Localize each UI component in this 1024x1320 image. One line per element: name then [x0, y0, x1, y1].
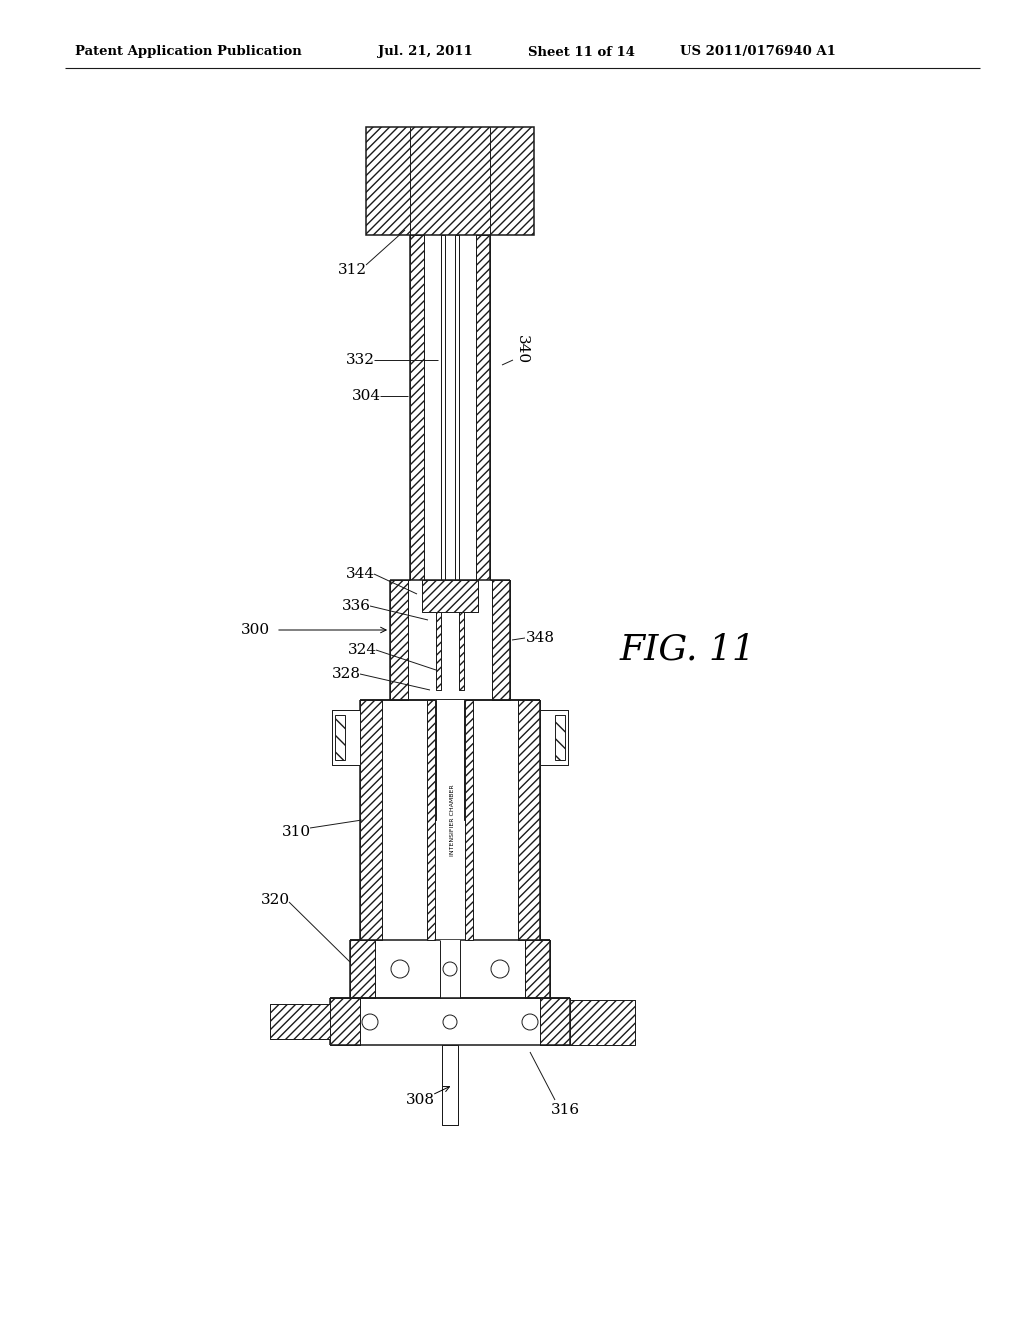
Bar	[390, 579, 408, 700]
Bar	[332, 710, 360, 766]
Text: US 2011/0176940 A1: US 2011/0176940 A1	[680, 45, 836, 58]
Text: Patent Application Publication: Patent Application Publication	[75, 45, 302, 58]
Bar	[570, 1001, 635, 1045]
Bar	[375, 940, 525, 998]
Text: 336: 336	[341, 599, 371, 612]
Text: INTENSIFIER CHAMBER: INTENSIFIER CHAMBER	[450, 784, 455, 855]
Bar	[540, 710, 568, 766]
Bar	[408, 579, 492, 700]
Bar	[436, 612, 441, 690]
Bar	[518, 700, 540, 940]
Bar	[455, 235, 459, 590]
Bar	[435, 700, 465, 940]
Bar	[330, 998, 360, 1045]
Bar	[422, 579, 478, 612]
Bar	[424, 235, 476, 579]
Bar	[366, 127, 534, 235]
Text: 312: 312	[338, 263, 367, 277]
Bar	[382, 700, 518, 940]
Bar	[492, 579, 510, 700]
Text: 308: 308	[406, 1093, 434, 1107]
Bar	[440, 940, 460, 998]
Bar	[360, 700, 382, 940]
Bar	[335, 715, 345, 760]
Bar	[540, 998, 570, 1045]
Text: Jul. 21, 2011: Jul. 21, 2011	[378, 45, 473, 58]
Text: 316: 316	[551, 1104, 580, 1117]
Text: FIG. 11: FIG. 11	[620, 634, 756, 667]
Text: 310: 310	[282, 825, 310, 840]
Bar	[441, 612, 459, 690]
Text: 344: 344	[345, 568, 375, 581]
Bar	[442, 1045, 458, 1125]
Text: 304: 304	[351, 389, 381, 403]
Bar	[436, 700, 464, 820]
Bar	[430, 700, 436, 820]
Bar	[410, 235, 424, 579]
Text: 328: 328	[332, 667, 360, 681]
Bar	[465, 700, 473, 940]
Text: 320: 320	[260, 894, 290, 907]
Bar	[360, 998, 540, 1045]
Bar	[441, 235, 445, 590]
Bar	[427, 700, 435, 940]
Bar	[459, 612, 464, 690]
Bar	[476, 235, 490, 579]
Bar	[464, 700, 470, 820]
Text: 340: 340	[515, 335, 529, 364]
Text: 300: 300	[241, 623, 269, 638]
Bar	[270, 1005, 330, 1039]
Text: 324: 324	[347, 643, 377, 657]
Bar	[555, 715, 565, 760]
Text: 332: 332	[345, 352, 375, 367]
Text: 348: 348	[525, 631, 555, 645]
Text: Sheet 11 of 14: Sheet 11 of 14	[528, 45, 635, 58]
Bar	[350, 940, 375, 998]
Bar	[445, 235, 455, 590]
Bar	[525, 940, 550, 998]
